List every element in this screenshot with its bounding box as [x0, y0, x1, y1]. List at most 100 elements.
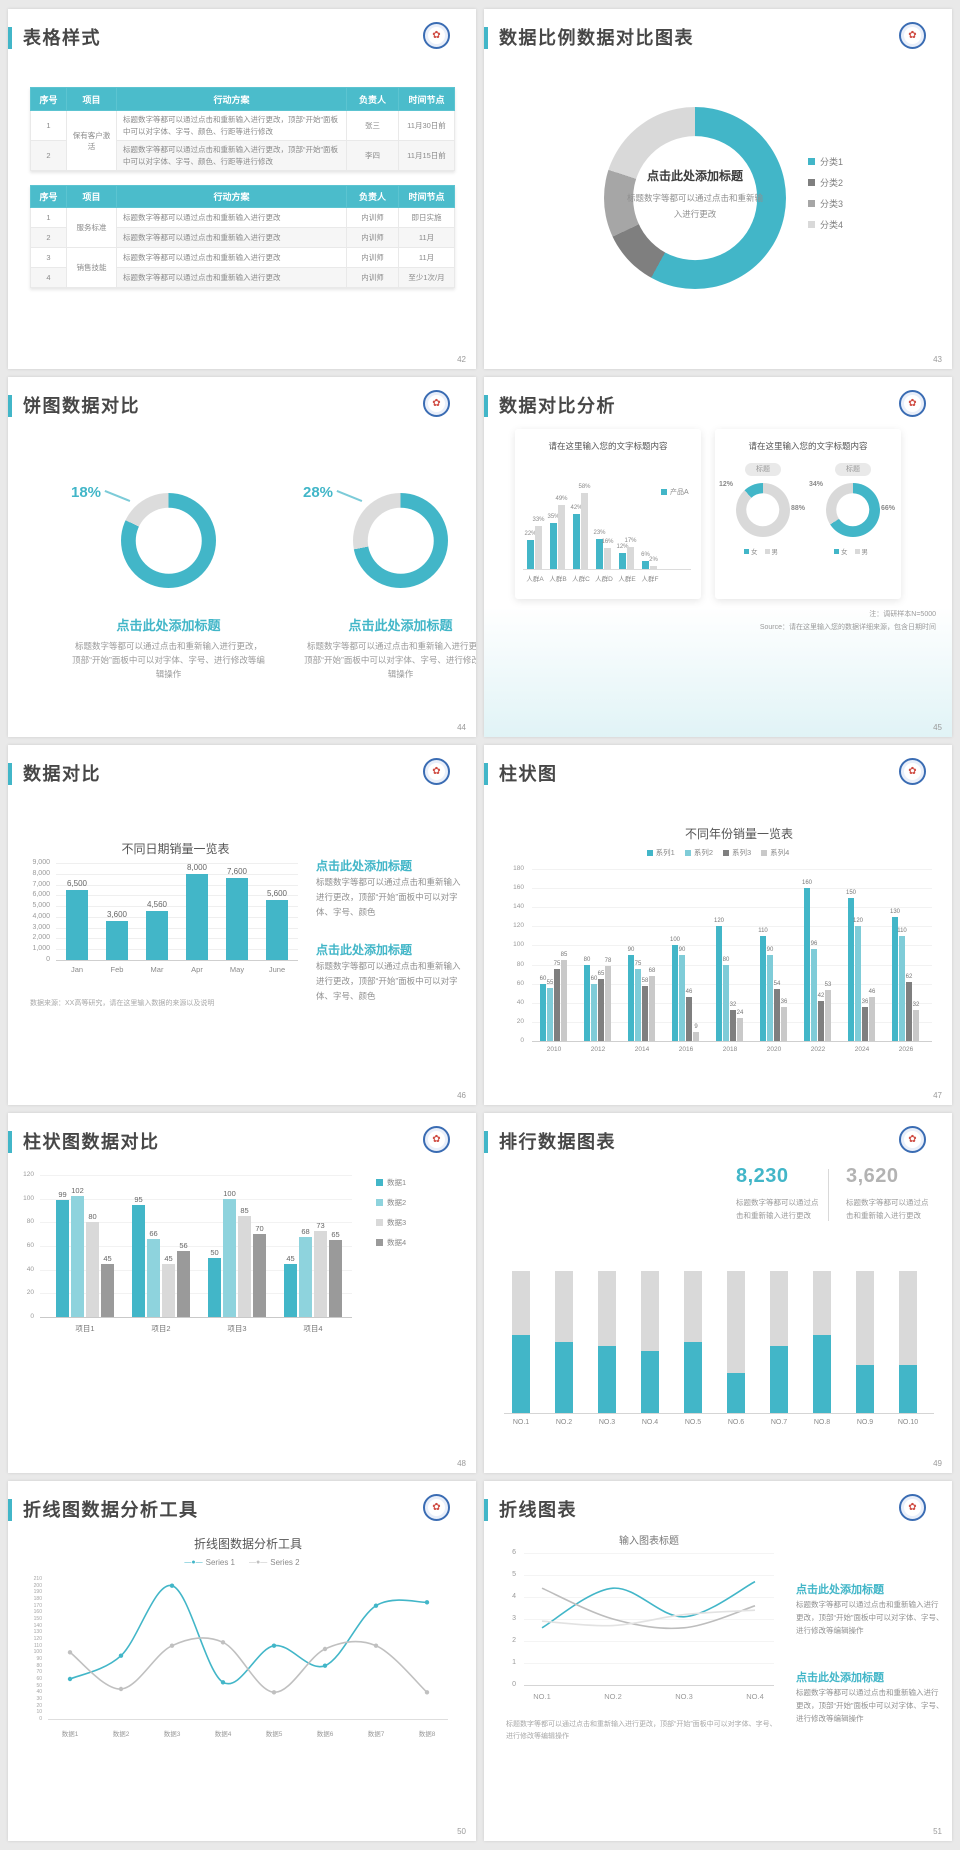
- stat-number: 3,620: [846, 1165, 899, 1187]
- slide-header: 数据比例数据对比图表: [484, 22, 952, 54]
- school-logo-icon: [423, 390, 450, 417]
- bar-value-label: 65: [597, 970, 605, 977]
- chart-caption: 标题数字等都可以通过点击和重新输入进行更改，顶部“开始”面板中可以对字体、字号、…: [506, 1721, 777, 1740]
- line-series: [541, 1609, 756, 1627]
- legend-item: —●— Series 1: [184, 1558, 235, 1567]
- bar-value-label: 23%: [593, 529, 606, 536]
- bar: [737, 1018, 743, 1041]
- legend-swatch: [808, 221, 815, 228]
- y-axis-label: 5,000: [32, 902, 50, 910]
- y-axis-label: 20: [36, 1702, 42, 1709]
- slide-table-style[interactable]: 表格样式 序号项目行动方案负责人时间节点1保有客户激活标题数字等都可以通过点击和…: [8, 9, 476, 369]
- title-accent-bar: [8, 1131, 12, 1153]
- title-accent-bar: [484, 763, 488, 785]
- bar: [238, 1216, 251, 1317]
- cell-time: 即日实施: [398, 207, 455, 228]
- x-axis-label: Jan: [70, 965, 84, 974]
- pie-callout-line: [104, 489, 131, 502]
- chart-title: 不同日期销量一览表: [121, 842, 230, 856]
- y-axis-label: 10: [36, 1709, 42, 1716]
- slide-pie-compare[interactable]: 饼图数据对比 18% 点击此处添加标题标题数字等都可以通过点击和重新输入进行更改，…: [8, 377, 476, 737]
- data-point-marker: [424, 1600, 430, 1605]
- bar-value-label: 110: [758, 927, 768, 934]
- bar-value-label: 90: [678, 947, 686, 953]
- y-axis-label: 120: [513, 922, 524, 930]
- bar-value-label: 90: [627, 947, 635, 953]
- bar-value-label: 80: [88, 1212, 97, 1222]
- bar: [56, 1199, 69, 1317]
- title-accent-bar: [8, 27, 12, 49]
- pie-donut-2: [353, 493, 448, 588]
- y-axis-label: 140: [33, 1622, 42, 1629]
- text-block-body: 标题数字等都可以通过点击和重新输入进行更改，顶部“开始”面板中可以对字体、字号、…: [796, 1600, 944, 1636]
- bar: [855, 926, 861, 1041]
- chart-legend: 数据1 数据2 数据3 数据4: [376, 1177, 406, 1257]
- x-axis-label: 数据3: [163, 1731, 181, 1738]
- bar: [862, 1006, 868, 1041]
- proportion-donut-chart: [604, 107, 786, 289]
- cell-plan: 标题数字等都可以通过点击和重新输入进行更改: [116, 247, 347, 268]
- gender-donut-1-hole: [746, 493, 780, 527]
- slide-line-tool[interactable]: 折线图数据分析工具 折线图数据分析工具—●—Series 1—●—Series …: [8, 1481, 476, 1841]
- bar-value-label: 68: [301, 1226, 310, 1236]
- y-axis-label: 200: [33, 1582, 42, 1589]
- page-number: 44: [457, 723, 466, 732]
- donut-compare-card[interactable]: 请在这里输入您的文字标题内容 标题 12% 88% 女男标题 34% 66% 女男: [715, 429, 901, 599]
- y-axis-label: 170: [33, 1602, 42, 1609]
- cell-owner: 张三: [346, 110, 399, 141]
- table-row: 4 标题数字等都可以通过点击和重新输入进行更改 内训师 至少1次/月: [30, 267, 455, 288]
- gridline: [532, 945, 932, 947]
- page-number: 42: [457, 355, 466, 364]
- gridline: [524, 1619, 774, 1620]
- bar: [598, 978, 604, 1041]
- slide-line-chart[interactable]: 折线图表 输入图表标题6543210NO.1NO.2NO.3NO.4点击此处添加…: [484, 1481, 952, 1841]
- gridline: [56, 938, 298, 940]
- x-axis-label: 项目3: [227, 1324, 247, 1333]
- bar: [584, 964, 590, 1041]
- bar: [628, 955, 634, 1041]
- bar-value-label: 16%: [601, 539, 614, 546]
- table-row: 2 标题数字等都可以通过点击和重新输入进行更改 内训师 11月: [30, 227, 455, 248]
- slide-data-contrast[interactable]: 数据对比 不同日期销量一览表 9,000 8,000 7,000 6,000 5,000 4…: [8, 745, 476, 1105]
- legend-swatch: [761, 849, 768, 856]
- slide-title: 表格样式: [23, 28, 101, 48]
- axis-line: [523, 569, 691, 570]
- table-header-cell: 时间节点: [398, 87, 455, 111]
- y-axis-label: 60: [26, 1242, 34, 1249]
- y-axis-label: 3,000: [32, 923, 50, 931]
- text-block-body: 标题数字等都可以通过点击和重新输入进行更改，顶部“开始”面板中可以对字体、字号、…: [316, 961, 461, 1001]
- bar-compare-card[interactable]: 请在这里输入您的文字标题内容 产品A 22% 33% 人群A 35% 49% 人群B 42% 58…: [515, 429, 701, 599]
- x-axis-label: June: [268, 965, 286, 974]
- bar-value-label: 56: [179, 1240, 188, 1250]
- table-row: 2 标题数字等都可以通过点击和重新输入进行更改，顶部“开始”面板中可以对字体、字号…: [30, 140, 455, 171]
- slide-title: 数据比例数据对比图表: [499, 28, 694, 48]
- bar-value-label: 80: [722, 956, 730, 963]
- slide-title: 排行数据图表: [499, 1132, 616, 1152]
- bar: [672, 945, 678, 1041]
- legend-item: 分类1: [808, 155, 843, 168]
- slide-ranking-chart[interactable]: 排行数据图表 8,230 标题数字等都可以通过点击和重新输入进行更改 3,620 标题…: [484, 1113, 952, 1473]
- bar-value-label: 5,600: [266, 888, 288, 898]
- slide-content: 折线图数据分析工具 —●— Series 1 —●— Series 2 210 200 190…: [8, 1481, 476, 1841]
- legend-label: 男: [861, 549, 869, 556]
- stacked-bar-top: [813, 1271, 831, 1335]
- cell-plan: 标题数字等都可以通过点击和重新输入进行更改: [116, 207, 347, 228]
- stacked-bar-top: [555, 1271, 573, 1342]
- cell-owner: 内训师: [346, 267, 399, 288]
- legend-swatch: [376, 1179, 383, 1186]
- legend-label: Series 2: [270, 1558, 300, 1567]
- x-axis-label: 项目4: [303, 1324, 323, 1333]
- bar-value-label: 42%: [570, 505, 583, 512]
- bar-value-label: 35%: [547, 514, 560, 521]
- y-axis-label: 210: [33, 1576, 42, 1582]
- slide-proportion-donut[interactable]: 数据比例数据对比图表 点击此处添加标题标题数字等都可以通过点击和重新输入进行更改…: [484, 9, 952, 369]
- legend-item: 系列2: [684, 847, 713, 858]
- table-header-cell: 序号: [30, 185, 67, 208]
- bar-value-label: 60: [539, 975, 547, 982]
- bar: [591, 983, 597, 1041]
- bar: [535, 525, 542, 569]
- slide-column-compare[interactable]: 柱状图数据对比 120 100 80 60 40 20 0 99 102 80 45 项目1 95 66 4…: [8, 1113, 476, 1473]
- slide-header: 柱状图数据对比: [8, 1126, 476, 1158]
